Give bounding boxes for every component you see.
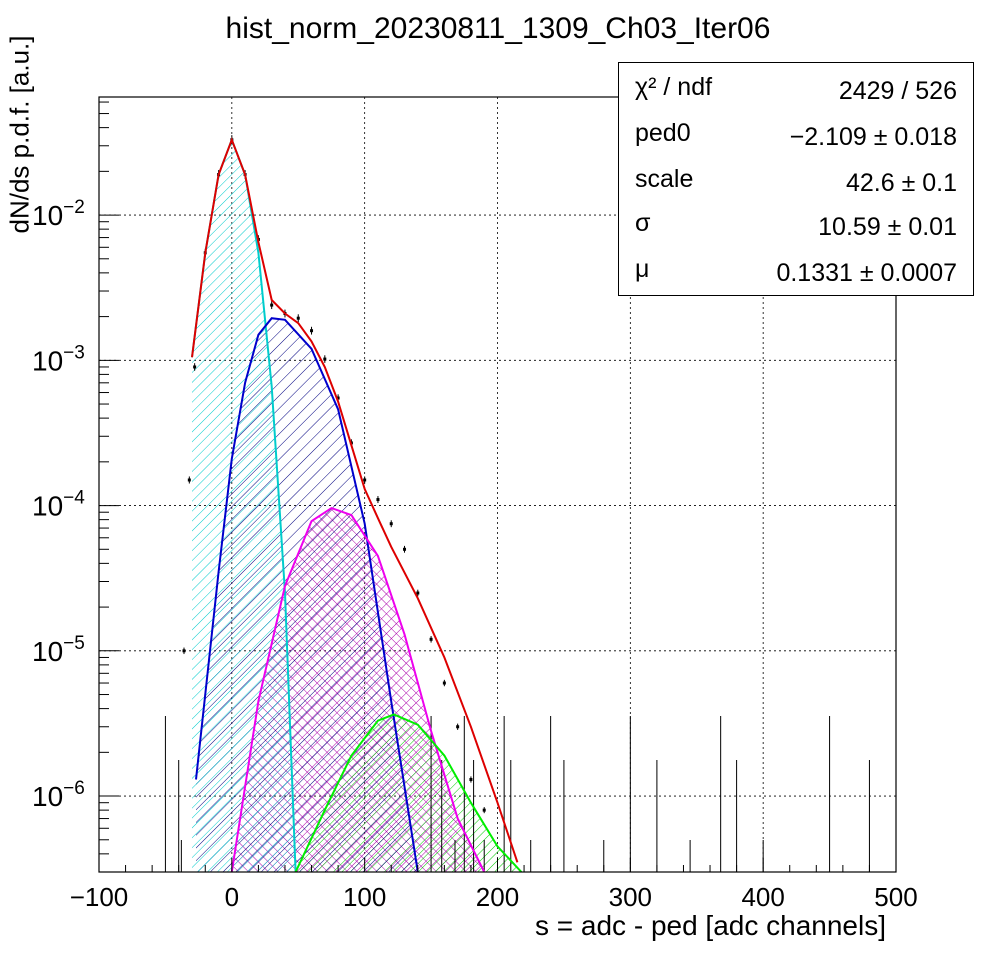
stat-row-chi2: χ² / ndf 2429 / 526 (619, 65, 973, 111)
data-point (429, 637, 433, 641)
stat-row-sigma: σ 10.59 ± 0.01 (619, 201, 973, 247)
data-point (442, 681, 446, 685)
stat-row-mu: μ 0.1331 ± 0.0007 (619, 247, 973, 293)
data-point (403, 547, 407, 551)
component-fill (192, 139, 296, 872)
data-point (336, 396, 340, 400)
x-tick-label: 500 (874, 882, 917, 912)
x-axis-label: s = adc - ped [adc channels] (535, 910, 886, 941)
fit-curve (195, 317, 419, 872)
data-point (456, 725, 460, 729)
stat-value: 2429 / 526 (838, 77, 957, 105)
data-point (469, 778, 473, 782)
stat-value: 42.6 ± 0.1 (845, 169, 957, 197)
data-point (193, 365, 197, 369)
fit-curve (294, 713, 523, 872)
x-tick-label: 0 (225, 882, 239, 912)
fit-curve (191, 136, 519, 863)
data-point (376, 498, 380, 502)
x-tick-label: 100 (343, 882, 386, 912)
chart-title: hist_norm_20230811_1309_Ch03_Iter06 (225, 12, 771, 45)
y-tick-label: 10−6 (32, 778, 85, 812)
data-point (482, 808, 486, 812)
stat-key: scale (635, 165, 694, 193)
data-point (310, 329, 314, 333)
stat-row-scale: scale 42.6 ± 0.1 (619, 157, 973, 203)
fit-stats-box: χ² / ndf 2429 / 526 ped0 −2.109 ± 0.018 … (618, 62, 974, 296)
y-tick-label: 10−2 (32, 197, 85, 231)
x-tick-label: 400 (741, 882, 784, 912)
y-tick-label: 10−5 (32, 633, 85, 667)
stat-key: ped0 (635, 119, 691, 147)
y-tick-label: 10−3 (32, 342, 85, 376)
data-point (296, 316, 300, 320)
stat-key: σ (635, 209, 651, 237)
data-point (416, 591, 420, 595)
data-point (270, 303, 274, 307)
stat-value: 10.59 ± 0.01 (818, 213, 957, 241)
stat-key: χ² / ndf (635, 73, 713, 101)
data-point (363, 478, 367, 482)
stat-value: 0.1331 ± 0.0007 (776, 259, 957, 287)
x-tick-label: 300 (609, 882, 652, 912)
data-point (323, 357, 327, 361)
y-tick-label: 10−4 (32, 488, 85, 522)
x-tick-label: 200 (476, 882, 519, 912)
y-axis-label: dN/ds p.d.f. [a.u.] (4, 35, 35, 234)
stat-key: μ (635, 255, 650, 283)
stat-value: −2.109 ± 0.018 (789, 123, 957, 151)
data-point (187, 478, 191, 482)
x-tick-label: −100 (70, 882, 129, 912)
plot-area (164, 135, 870, 872)
fit-curve (230, 506, 486, 872)
data-point (182, 649, 186, 653)
stat-row-ped0: ped0 −2.109 ± 0.018 (619, 111, 973, 157)
data-point (389, 522, 393, 526)
